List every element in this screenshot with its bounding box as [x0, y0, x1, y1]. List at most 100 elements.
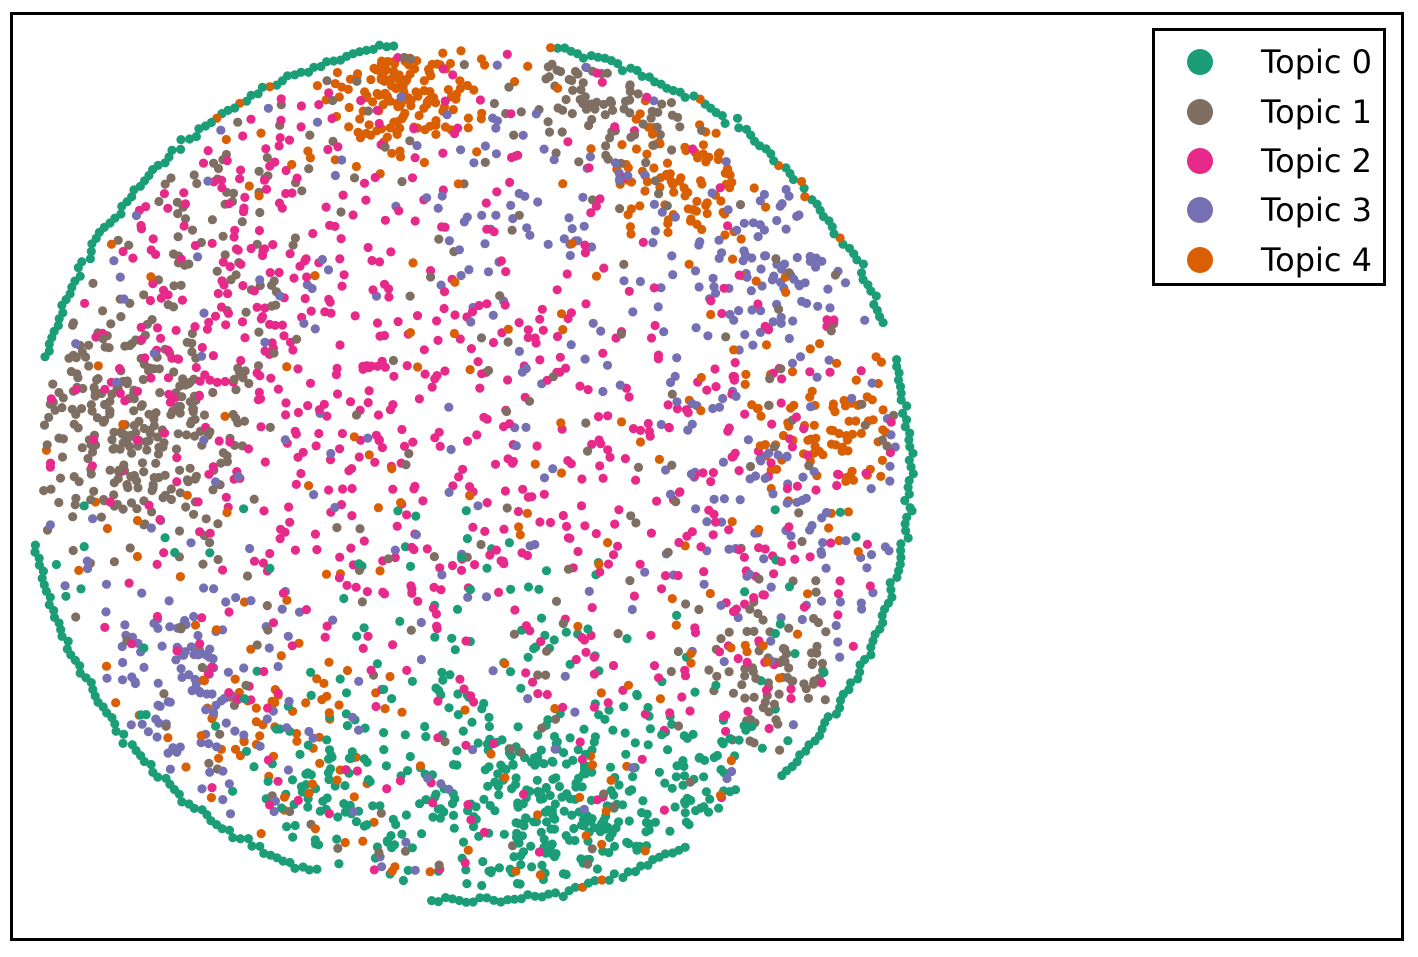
point-topic-2 — [190, 240, 200, 251]
point-topic-0 — [904, 455, 914, 465]
point-topic-2 — [835, 576, 845, 586]
point-topic-3 — [866, 550, 877, 560]
point-topic-1 — [122, 379, 132, 389]
point-topic-0 — [523, 582, 534, 592]
point-topic-3 — [255, 741, 265, 751]
point-topic-4 — [647, 129, 658, 139]
point-topic-2 — [372, 318, 383, 328]
point-topic-0 — [458, 726, 468, 736]
point-topic-4 — [256, 128, 266, 138]
point-topic-3 — [282, 723, 292, 733]
point-topic-1 — [168, 249, 179, 259]
point-topic-3 — [456, 145, 466, 155]
point-topic-3 — [867, 378, 877, 388]
point-topic-2 — [580, 248, 591, 258]
point-topic-0 — [665, 826, 675, 836]
point-topic-1 — [84, 361, 94, 371]
point-topic-4 — [463, 113, 473, 123]
point-topic-4 — [451, 94, 461, 104]
point-topic-1 — [263, 625, 273, 635]
point-topic-2 — [498, 556, 508, 566]
point-topic-0 — [542, 841, 552, 851]
point-topic-4 — [349, 792, 359, 802]
point-topic-1 — [176, 280, 186, 290]
point-topic-1 — [543, 62, 553, 72]
point-topic-4 — [344, 102, 354, 113]
point-topic-4 — [671, 620, 681, 630]
point-topic-4 — [761, 340, 772, 350]
point-topic-4 — [304, 481, 314, 491]
point-topic-3 — [782, 452, 792, 462]
point-topic-0 — [381, 761, 391, 771]
point-topic-1 — [740, 693, 750, 703]
point-topic-0 — [681, 817, 692, 827]
point-topic-1 — [180, 260, 190, 270]
point-topic-3 — [602, 360, 613, 370]
point-topic-2 — [513, 506, 524, 517]
point-topic-0 — [800, 192, 810, 202]
point-topic-1 — [806, 648, 817, 658]
point-topic-2 — [148, 279, 158, 289]
point-topic-2 — [212, 377, 222, 387]
point-topic-2 — [354, 452, 364, 462]
point-topic-1 — [749, 692, 759, 702]
point-topic-2 — [492, 187, 502, 197]
point-topic-0 — [382, 42, 392, 52]
point-topic-4 — [431, 98, 441, 108]
point-topic-2 — [518, 789, 529, 799]
point-topic-1 — [174, 526, 185, 536]
point-topic-2 — [433, 733, 443, 743]
point-topic-1 — [737, 680, 747, 690]
point-topic-1 — [440, 737, 450, 747]
point-topic-2 — [379, 279, 390, 289]
point-topic-2 — [105, 497, 115, 507]
point-topic-2 — [463, 800, 473, 810]
point-topic-3 — [818, 538, 828, 548]
point-topic-2 — [216, 302, 227, 312]
point-topic-2 — [777, 374, 787, 384]
point-topic-2 — [719, 283, 729, 293]
point-topic-2 — [784, 522, 794, 532]
point-topic-1 — [262, 153, 272, 163]
point-topic-0 — [904, 489, 914, 499]
point-topic-2 — [799, 602, 810, 612]
point-topic-2 — [525, 626, 535, 636]
point-topic-4 — [692, 219, 702, 229]
point-topic-2 — [265, 800, 275, 810]
point-topic-4 — [696, 176, 706, 186]
point-topic-2 — [599, 263, 609, 273]
point-topic-0 — [667, 783, 677, 793]
point-topic-2 — [371, 701, 381, 712]
point-topic-3 — [668, 270, 678, 280]
point-topic-1 — [154, 196, 164, 207]
point-topic-0 — [110, 719, 120, 729]
point-topic-4 — [332, 775, 342, 785]
point-topic-0 — [334, 859, 344, 869]
point-topic-3 — [491, 123, 501, 133]
point-topic-0 — [565, 659, 575, 670]
point-topic-4 — [292, 736, 302, 746]
point-topic-2 — [660, 571, 671, 581]
point-topic-0 — [467, 717, 477, 727]
point-topic-1 — [601, 150, 611, 160]
point-topic-3 — [539, 144, 549, 154]
point-topic-0 — [714, 803, 724, 813]
point-topic-4 — [463, 845, 473, 855]
point-topic-1 — [405, 291, 415, 301]
point-topic-1 — [126, 471, 136, 482]
point-topic-0 — [45, 592, 55, 602]
point-topic-0 — [49, 605, 59, 616]
point-topic-1 — [667, 389, 677, 399]
point-topic-2 — [128, 253, 138, 263]
point-topic-3 — [337, 155, 347, 165]
point-topic-0 — [526, 841, 536, 851]
point-topic-3 — [729, 315, 739, 325]
point-topic-2 — [822, 315, 832, 325]
point-topic-2 — [370, 172, 380, 183]
point-topic-3 — [518, 130, 528, 140]
point-topic-2 — [825, 367, 835, 377]
point-topic-2 — [413, 596, 423, 606]
point-topic-4 — [355, 133, 366, 143]
point-topic-0 — [303, 802, 313, 812]
point-topic-2 — [236, 355, 246, 366]
